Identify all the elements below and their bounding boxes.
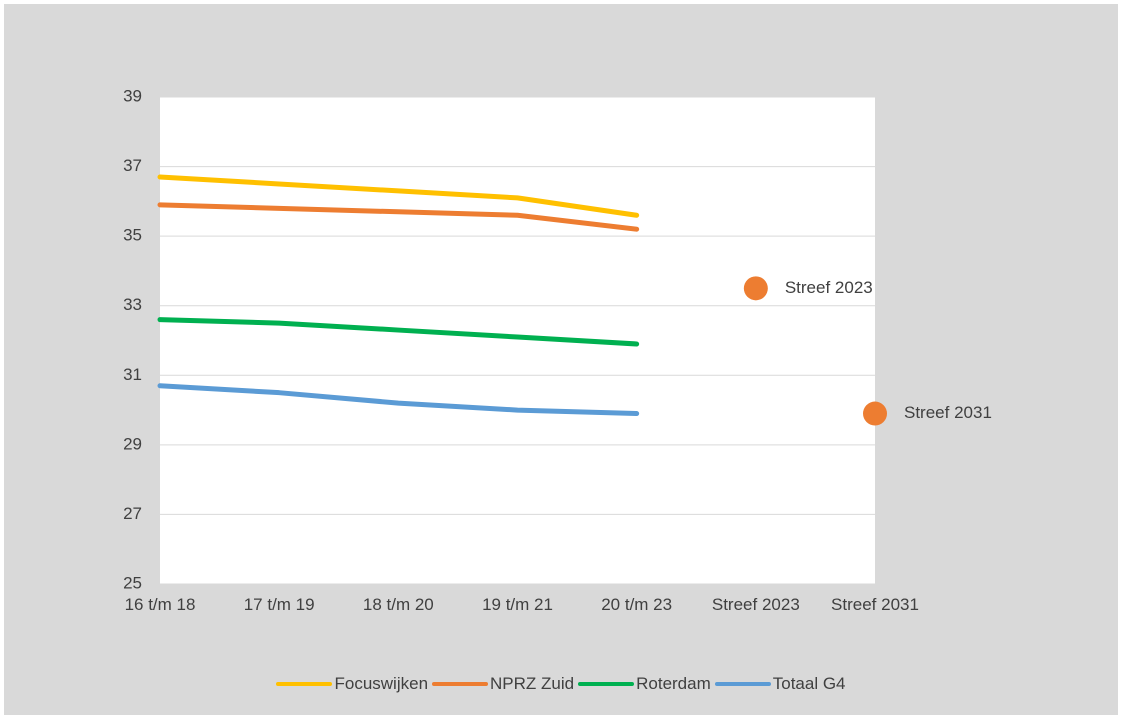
series-line <box>157 383 640 417</box>
series-line <box>157 174 640 218</box>
legend-label: NPRZ Zuid <box>490 674 575 693</box>
y-tick-label: 29 <box>123 434 142 453</box>
legend-swatch <box>276 682 333 686</box>
x-tick-label: Streef 2031 <box>831 595 919 614</box>
chart-svg: 25 27 29 31 33 35 37 39 Streef 2023 Streef 2031 <box>123 86 992 592</box>
legend-label: Roterdam <box>636 674 711 693</box>
y-tick-label: 33 <box>123 295 142 314</box>
x-tick-label: 16 t/m 18 <box>124 595 196 614</box>
legend-swatch <box>578 682 635 686</box>
y-tick-label: 37 <box>123 156 142 175</box>
x-tick-label: Streef 2023 <box>711 595 800 614</box>
legend-label: Focuswijken <box>334 674 429 693</box>
y-tick-label: 25 <box>123 573 142 592</box>
series-line <box>157 317 640 347</box>
legend-label: Totaal G4 <box>772 674 846 693</box>
legend: Focuswijken NPRZ Zuid Roterdam Totaal G4 <box>4 674 1118 694</box>
plot-area <box>160 97 875 584</box>
legend-item: Focuswijken <box>276 674 428 694</box>
target-label: Streef 2031 <box>904 403 992 422</box>
x-tick-label: 20 t/m 23 <box>601 595 673 614</box>
y-tick-label: 39 <box>123 86 142 105</box>
legend-item: Totaal G4 <box>714 674 846 694</box>
x-tick-label: 18 t/m 20 <box>362 595 434 614</box>
legend-swatch <box>432 682 489 686</box>
y-tick-label: 27 <box>123 504 142 523</box>
x-tick-label: 17 t/m 19 <box>243 595 315 614</box>
y-tick-label: 35 <box>123 226 142 245</box>
y-tick-label: 31 <box>123 365 142 384</box>
legend-item: NPRZ Zuid <box>432 674 574 694</box>
target-point <box>863 401 887 426</box>
target-label: Streef 2023 <box>785 278 873 297</box>
series-line <box>157 202 640 232</box>
x-tick-label: 19 t/m 21 <box>482 595 553 614</box>
legend-item: Roterdam <box>578 674 711 694</box>
legend-swatch <box>714 682 771 686</box>
target-point <box>743 276 768 301</box>
chart: 25 27 29 31 33 35 37 39 Streef 2023 Streef 2031 F… <box>4 4 1118 715</box>
